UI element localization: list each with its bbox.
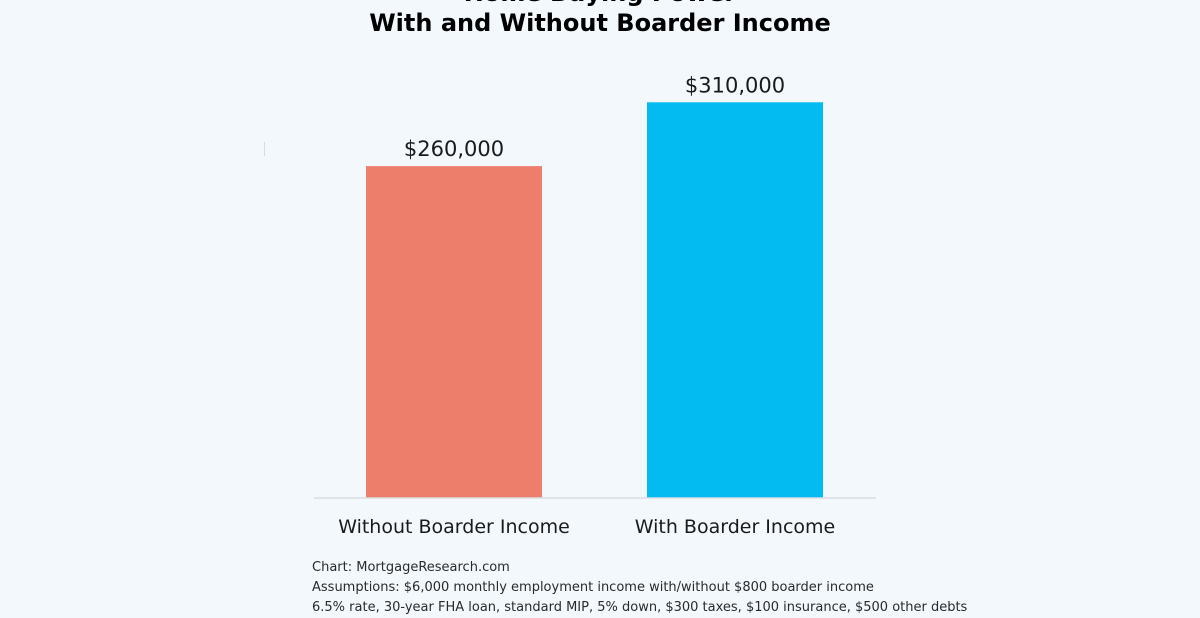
- footer-source: Chart: MortgageResearch.com: [312, 560, 510, 575]
- category-label-2: With Boarder Income: [635, 516, 835, 538]
- data-label-1: $260,000: [404, 137, 504, 161]
- footer-assumptions-cont: 6.5% rate, 30-year FHA loan, standard MI…: [312, 600, 968, 615]
- category-labels-layer: Without Boarder Income With Boarder Incom…: [338, 516, 835, 538]
- bar-2: [647, 102, 823, 498]
- bar-chart-svg: $260,000$310,000 Without Boarder Income W…: [314, 73, 876, 538]
- bar-1: [366, 166, 542, 498]
- chart-title-partial: Home Buying Power: [0, 0, 1200, 8]
- chart-title: With and Without Boarder Income: [369, 9, 831, 37]
- footer-assumptions: Assumptions: $6,000 monthly employment i…: [312, 580, 874, 595]
- stray-tick-mark: [264, 142, 265, 156]
- bars-layer: [366, 102, 823, 498]
- data-label-2: $310,000: [685, 73, 785, 97]
- category-label-1: Without Boarder Income: [338, 516, 570, 538]
- chart-footer: Chart: MortgageResearch.com Assumptions:…: [312, 558, 967, 618]
- data-labels-layer: $260,000 $310,000: [404, 73, 785, 161]
